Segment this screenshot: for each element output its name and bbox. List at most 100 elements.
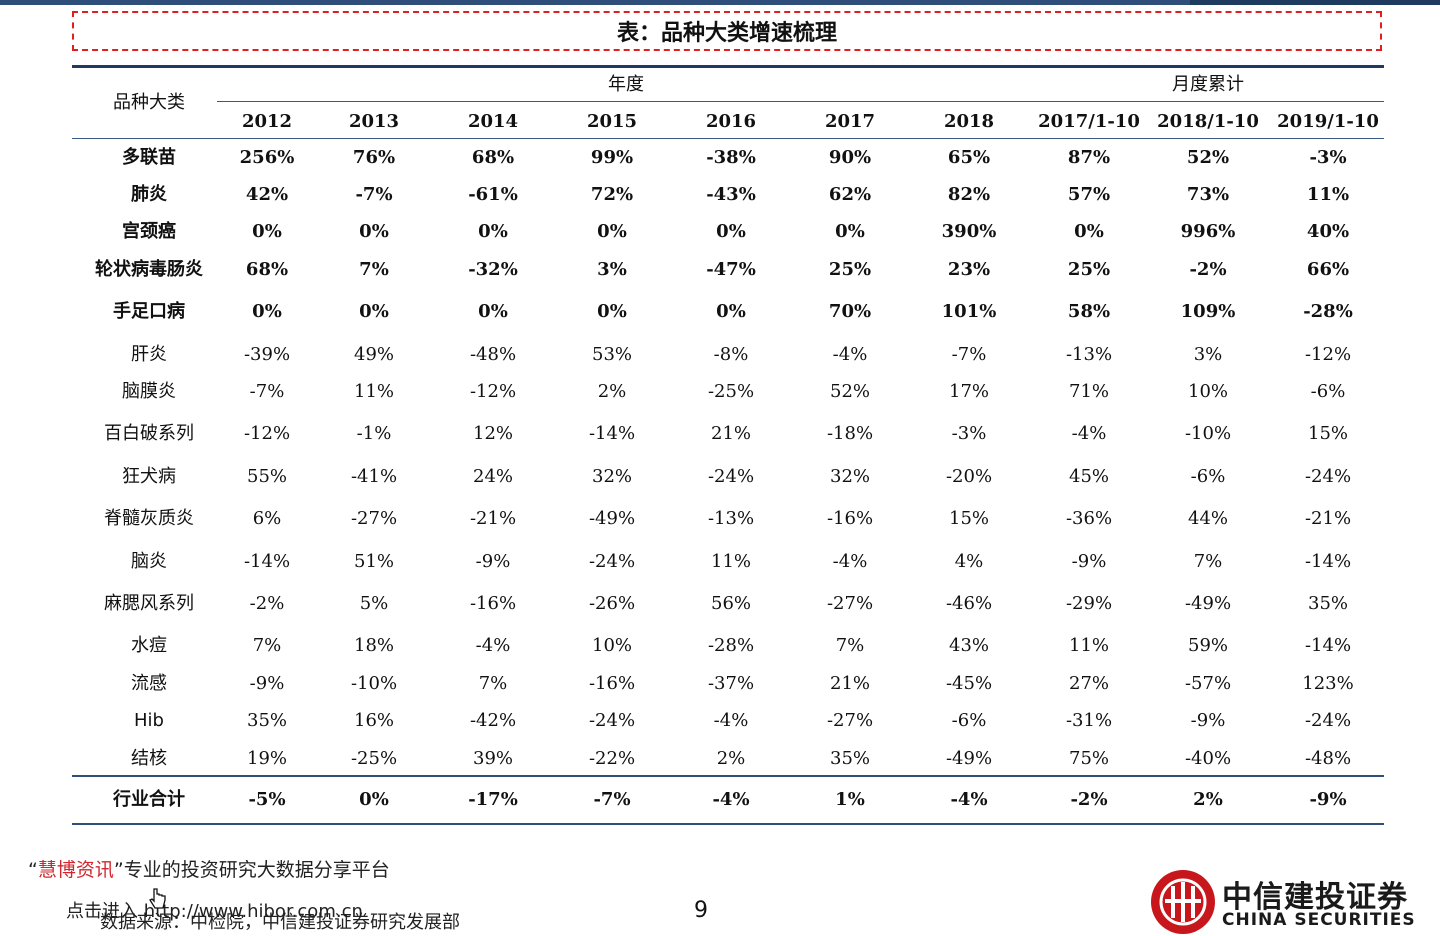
data-source: 数据来源：中检院，中信建投证券研究发展部	[100, 912, 460, 933]
table-cell: 25%	[1067, 259, 1111, 280]
total-row-label: 行业合计	[113, 789, 185, 810]
row-category: 多联苗	[122, 147, 176, 168]
table-cell: 123%	[1302, 673, 1354, 694]
table-cell: 11%	[353, 381, 395, 402]
table-cell: 35%	[246, 710, 288, 731]
table-cell: -27%	[826, 710, 874, 731]
column-header: 2012	[241, 111, 293, 132]
table-cell: 72%	[590, 184, 634, 205]
table-cell: -32%	[468, 259, 518, 280]
row-category: 百白破系列	[104, 423, 194, 444]
table-cell: -6%	[1190, 466, 1226, 487]
column-header: 2017/1-10	[1038, 111, 1140, 132]
row-category: 轮状病毒肠炎	[95, 259, 203, 280]
table-cell: 2%	[597, 381, 627, 402]
table-cell: -4%	[1071, 423, 1107, 444]
table-cell: -12%	[243, 423, 291, 444]
logo-name-en: CHINA SECURITIES	[1222, 910, 1416, 930]
table-cell: -6%	[951, 710, 987, 731]
row-category: 水痘	[131, 635, 167, 656]
table-cell: -40%	[1184, 748, 1232, 769]
table-cell: 57%	[1067, 184, 1111, 205]
table-cell: -12%	[1304, 344, 1352, 365]
table-cell: 90%	[828, 147, 872, 168]
table-cell: -10%	[350, 673, 398, 694]
table-cell: -7%	[951, 344, 987, 365]
table-cell: 16%	[353, 710, 395, 731]
table-cell: 65%	[947, 147, 991, 168]
table-title: 表：品种大类增速梳理	[72, 11, 1382, 51]
table-cell: 0%	[716, 221, 746, 242]
table-cell: 35%	[1307, 593, 1349, 614]
page-number: 9	[694, 898, 708, 923]
table-cell: -41%	[350, 466, 398, 487]
total-cell: -2%	[1070, 789, 1108, 810]
table-title-text: 表：品种大类增速梳理	[616, 21, 837, 46]
table-cell: -25%	[707, 381, 755, 402]
promo-brand[interactable]: 慧博资讯	[37, 859, 114, 881]
table-cell: 12%	[472, 423, 514, 444]
table-cell: -24%	[707, 466, 755, 487]
body-bottom-rule	[72, 775, 1384, 777]
table-cell: -31%	[1065, 710, 1113, 731]
table-cell: -21%	[469, 508, 517, 529]
header-bottom-rule	[72, 138, 1384, 139]
column-header: 2018	[943, 111, 995, 132]
table-cell: -28%	[1303, 301, 1353, 322]
table-cell: 15%	[948, 508, 990, 529]
top-accent-bar	[0, 0, 1440, 5]
table-cell: -26%	[588, 593, 636, 614]
table-cell: -13%	[707, 508, 755, 529]
row-category: 肝炎	[131, 344, 167, 365]
table-cell: -43%	[706, 184, 756, 205]
table-cell: -4%	[832, 551, 868, 572]
table-cell: -48%	[469, 344, 517, 365]
table-cell: 101%	[941, 301, 997, 322]
table-cell: 82%	[947, 184, 991, 205]
table-cell: 32%	[829, 466, 871, 487]
table-cell: 996%	[1180, 221, 1236, 242]
table-cell: 5%	[359, 593, 389, 614]
table-cell: -14%	[588, 423, 636, 444]
table-cell: -24%	[1304, 710, 1352, 731]
row-category: 狂犬病	[122, 466, 176, 487]
table-cell: 24%	[472, 466, 514, 487]
table-cell: 23%	[947, 259, 991, 280]
table-cell: 3%	[597, 259, 627, 280]
table-cell: -16%	[826, 508, 874, 529]
table-cell: 2%	[716, 748, 746, 769]
column-header: 2018/1-10	[1157, 111, 1259, 132]
table-cell: -39%	[243, 344, 291, 365]
table-cell: -7%	[249, 381, 285, 402]
citic-logo-icon	[1151, 870, 1215, 934]
table-cell: 390%	[941, 221, 997, 242]
table-cell: 27%	[1068, 673, 1110, 694]
row-category: 手足口病	[113, 301, 185, 322]
table-cell: 32%	[591, 466, 633, 487]
table-cell: -4%	[475, 635, 511, 656]
table-cell: 6%	[252, 508, 282, 529]
table-cell: -2%	[1189, 259, 1227, 280]
table-cell: -20%	[945, 466, 993, 487]
table-cell: 21%	[710, 423, 752, 444]
total-cell: 0%	[359, 789, 389, 810]
header-sub-rule	[217, 101, 1384, 102]
logo-name-cn: 中信建投证券	[1222, 880, 1408, 915]
table-cell: -45%	[945, 673, 993, 694]
table-cell: -46%	[945, 593, 993, 614]
promo-link[interactable]: 点击进入 http://www.hibor.com.cn	[66, 901, 363, 922]
table-cell: 40%	[1306, 221, 1350, 242]
promo-text: “慧博资讯”专业的投资研究大数据分享平台	[28, 855, 390, 882]
table-cell: -16%	[469, 593, 517, 614]
table-cell: 71%	[1068, 381, 1110, 402]
column-header: 2016	[705, 111, 757, 132]
table-cell: 35%	[829, 748, 871, 769]
table-cell: 51%	[353, 551, 395, 572]
row-category: 肺炎	[131, 184, 167, 205]
table-cell: -13%	[1065, 344, 1113, 365]
table-cell: 73%	[1186, 184, 1230, 205]
table-cell: -6%	[1310, 381, 1346, 402]
table-cell: 45%	[1068, 466, 1110, 487]
table-cell: 75%	[1068, 748, 1110, 769]
row-category: 脑膜炎	[122, 381, 176, 402]
